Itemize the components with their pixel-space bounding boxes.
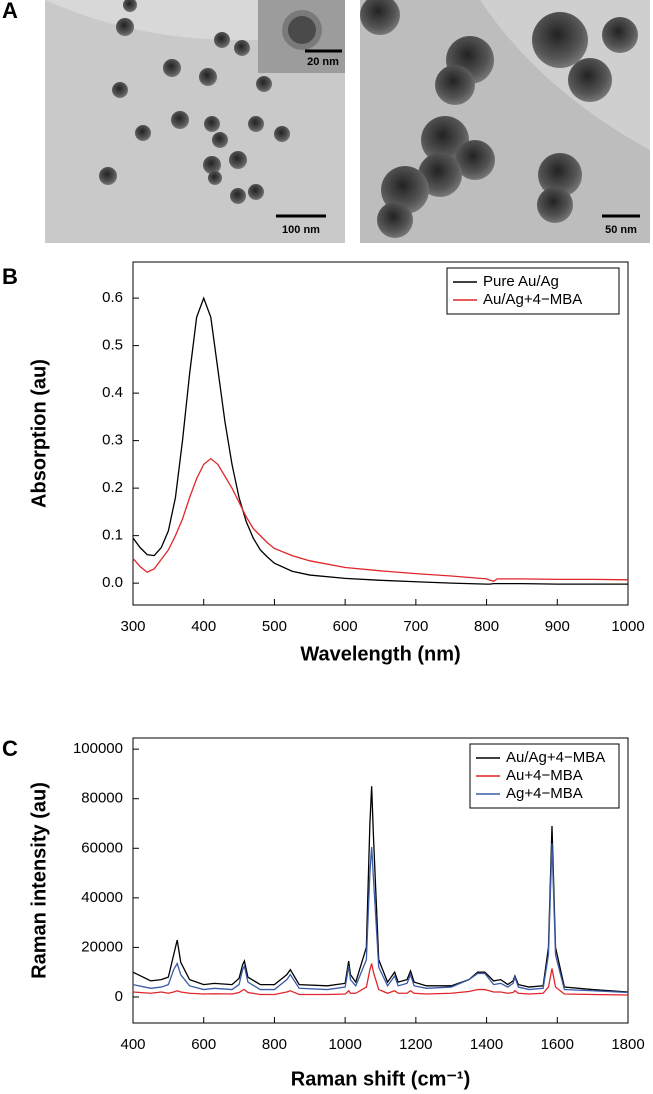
plot-frame [132,261,629,606]
x-tick-label: 800 [474,618,499,635]
legend-label: Ag+4−MBA [506,785,583,802]
series-line [132,457,629,582]
x-tick-label: 600 [191,1036,216,1053]
legend-box [469,743,620,809]
y-tick-label: 80000 [81,790,123,807]
legend-label: Au/Ag+4−MBA [483,291,582,308]
legend-label: Au+4−MBA [506,767,583,784]
scale-bar-label: 20 nm [307,56,339,68]
tem-image-left: 20 nm 100 nm [45,0,345,243]
y-tick-label: 0.2 [102,479,123,496]
scale-bar-label: 100 nm [282,224,320,236]
y-tick-label: 100000 [73,740,123,757]
y-axis-label: Raman intensity (au) [28,782,50,979]
x-tick-label: 900 [545,618,570,635]
y-tick-label: 20000 [81,938,123,955]
y-axis-label: Absorption (au) [28,359,50,508]
y-tick-label: 0.6 [102,289,123,306]
y-tick-label: 60000 [81,839,123,856]
x-tick-label: 300 [120,618,145,635]
x-tick-label: 400 [191,618,216,635]
panel-label: B [2,264,18,289]
scale-bar-label: 50 nm [605,224,637,236]
legend-label: Au/Ag+4−MBA [506,749,605,766]
panel-label: A [2,0,18,23]
legend-box [446,267,620,315]
x-axis-label: Wavelength (nm) [300,643,460,665]
y-tick-label: 0 [115,988,123,1005]
x-tick-label: 1600 [541,1036,574,1053]
plot-frame [132,737,629,1024]
panel-label: C [2,736,18,761]
x-tick-label: 1000 [328,1036,361,1053]
tem-image-right: 50 nm [360,0,650,243]
y-tick-label: 0.4 [102,384,123,401]
series-line [132,963,629,996]
x-tick-label: 500 [262,618,287,635]
series-line [132,843,629,994]
x-tick-label: 1200 [399,1036,432,1053]
x-tick-label: 700 [403,618,428,635]
y-tick-label: 0.1 [102,527,123,544]
y-tick-label: 0.0 [102,574,123,591]
x-tick-label: 600 [333,618,358,635]
y-tick-label: 0.5 [102,337,123,354]
y-tick-label: 0.3 [102,432,123,449]
x-tick-label: 1000 [611,618,644,635]
x-tick-label: 400 [120,1036,145,1053]
x-tick-label: 1400 [470,1036,503,1053]
x-tick-label: 1800 [611,1036,644,1053]
x-tick-label: 800 [262,1036,287,1053]
y-tick-label: 40000 [81,889,123,906]
series-line [132,296,628,585]
legend-label: Pure Au/Ag [483,273,559,290]
x-axis-label: Raman shift (cm⁻¹) [291,1068,470,1090]
